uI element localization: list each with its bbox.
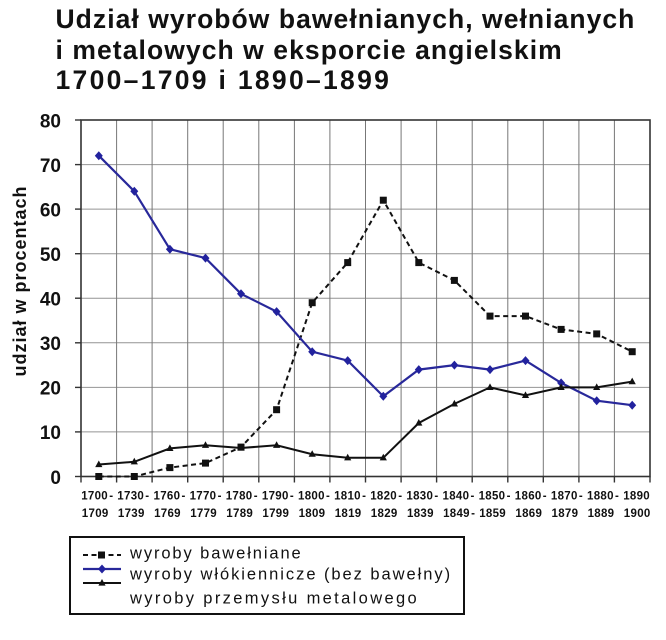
svg-text:1709: 1709 xyxy=(82,508,109,520)
svg-text:10: 10 xyxy=(40,423,61,444)
svg-text:1700-: 1700- xyxy=(81,491,113,503)
svg-text:1730-: 1730- xyxy=(117,491,149,503)
svg-text:1809: 1809 xyxy=(299,508,326,520)
svg-text:wyroby przemysłu metalowego: wyroby przemysłu metalowego xyxy=(129,590,419,608)
svg-text:wyroby włókiennicze (bez baweł: wyroby włókiennicze (bez bawełny) xyxy=(129,566,452,584)
svg-text:1840-: 1840- xyxy=(443,491,475,503)
svg-text:1870-: 1870- xyxy=(551,491,583,503)
svg-text:0: 0 xyxy=(50,468,61,489)
svg-text:wyroby bawełniane: wyroby bawełniane xyxy=(129,545,303,563)
svg-text:1820-: 1820- xyxy=(370,491,402,503)
svg-text:1880-: 1880- xyxy=(587,491,619,503)
svg-text:1890: 1890 xyxy=(623,491,650,503)
svg-text:1819: 1819 xyxy=(335,508,362,520)
svg-text:20: 20 xyxy=(40,379,61,400)
svg-text:1860-: 1860- xyxy=(515,491,547,503)
svg-text:1830-: 1830- xyxy=(406,491,438,503)
svg-text:1829: 1829 xyxy=(371,508,398,520)
svg-text:1850-: 1850- xyxy=(479,491,511,503)
svg-text:1849-: 1849- xyxy=(443,508,475,520)
svg-text:1879: 1879 xyxy=(552,508,579,520)
svg-text:70: 70 xyxy=(40,156,61,177)
svg-text:40: 40 xyxy=(40,290,61,311)
svg-text:1799: 1799 xyxy=(262,508,289,520)
svg-text:1810-: 1810- xyxy=(334,491,366,503)
svg-text:1839: 1839 xyxy=(407,508,434,520)
svg-text:1789: 1789 xyxy=(226,508,253,520)
svg-text:1889: 1889 xyxy=(588,508,615,520)
svg-text:60: 60 xyxy=(40,200,61,221)
svg-text:1779: 1779 xyxy=(190,508,217,520)
svg-text:1739: 1739 xyxy=(118,508,145,520)
svg-text:80: 80 xyxy=(40,111,61,132)
svg-text:1770-: 1770- xyxy=(190,491,222,503)
svg-text:50: 50 xyxy=(40,245,61,266)
svg-text:1769: 1769 xyxy=(154,508,181,520)
svg-text:1790-: 1790- xyxy=(262,491,294,503)
svg-text:udział w procentach: udział w procentach xyxy=(10,185,30,376)
svg-text:1900: 1900 xyxy=(624,508,651,520)
svg-text:30: 30 xyxy=(40,334,61,355)
svg-text:1869: 1869 xyxy=(515,508,542,520)
svg-text:1800-: 1800- xyxy=(298,491,330,503)
svg-text:1859: 1859 xyxy=(479,508,506,520)
svg-text:1760-: 1760- xyxy=(154,491,186,503)
svg-text:1780-: 1780- xyxy=(226,491,258,503)
